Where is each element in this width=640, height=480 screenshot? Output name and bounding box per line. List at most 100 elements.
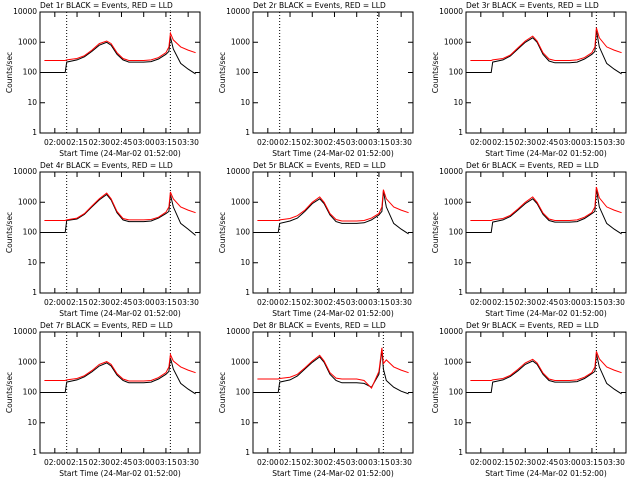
x-tick-label: 03:00 — [133, 458, 155, 467]
series-line — [470, 351, 622, 381]
x-axis-label: Start Time (24-Mar-02 01:52:00) — [485, 309, 607, 318]
x-tick-label: 03:15 — [581, 298, 603, 307]
x-axis-label: Start Time (24-Mar-02 01:52:00) — [59, 309, 181, 318]
plot-frame — [39, 11, 201, 134]
x-axis-label: Start Time (24-Mar-02 01:52:00) — [272, 309, 394, 318]
x-axis-label: Start Time (24-Mar-02 01:52:00) — [272, 149, 394, 158]
y-tick-label: 10000 — [13, 327, 37, 336]
y-axis-label: Counts/sec — [431, 372, 440, 413]
x-tick-label: 03:30 — [390, 458, 412, 467]
x-tick-label: 03:00 — [346, 138, 368, 147]
x-tick-label: 02:45 — [537, 138, 559, 147]
y-tick-label: 100 — [449, 388, 464, 397]
series-line — [257, 350, 409, 395]
x-tick-label: 03:00 — [559, 458, 581, 467]
x-tick-label: 03:00 — [559, 138, 581, 147]
y-axis-label: Counts/sec — [431, 52, 440, 93]
y-tick-label: 10 — [453, 418, 463, 427]
y-tick-label: 10000 — [13, 7, 37, 16]
x-tick-label: 03:30 — [603, 458, 625, 467]
y-tick-label: 100 — [23, 388, 38, 397]
x-tick-label: 02:30 — [301, 458, 323, 467]
x-tick-label: 02:45 — [537, 298, 559, 307]
y-tick-label: 1 — [245, 288, 250, 297]
y-tick-label: 1 — [458, 288, 463, 297]
chart-title: Det 2r BLACK = Events, RED = LLD — [253, 1, 386, 10]
y-tick-label: 100 — [23, 68, 38, 77]
plot-frame — [252, 11, 414, 134]
x-axis-label: Start Time (24-Mar-02 01:52:00) — [272, 469, 394, 478]
y-tick-label: 10000 — [439, 7, 463, 16]
x-tick-label: 02:15 — [66, 138, 88, 147]
x-tick-label: 03:00 — [133, 138, 155, 147]
y-axis-label: Counts/sec — [218, 212, 227, 253]
x-tick-label: 02:45 — [324, 458, 346, 467]
y-axis-label: Counts/sec — [218, 372, 227, 413]
chart-title: Det 9r BLACK = Events, RED = LLD — [466, 321, 599, 330]
y-tick-label: 1000 — [231, 37, 250, 46]
x-tick-label: 02:00 — [44, 458, 66, 467]
series-line — [470, 30, 622, 75]
y-tick-label: 10 — [453, 98, 463, 107]
y-tick-label: 1 — [245, 128, 250, 137]
y-tick-label: 10 — [27, 418, 37, 427]
y-tick-label: 1000 — [231, 197, 250, 206]
chart-title: Det 5r BLACK = Events, RED = LLD — [253, 161, 386, 170]
y-tick-label: 10000 — [226, 7, 250, 16]
y-tick-label: 10 — [240, 98, 250, 107]
y-axis-label: Counts/sec — [431, 212, 440, 253]
x-tick-label: 02:15 — [492, 298, 514, 307]
series-line — [44, 357, 196, 395]
series-line — [470, 27, 622, 61]
x-tick-label: 02:30 — [88, 138, 110, 147]
series-line — [44, 193, 196, 236]
y-tick-label: 10000 — [226, 167, 250, 176]
x-tick-label: 03:30 — [603, 138, 625, 147]
x-tick-label: 02:00 — [257, 298, 279, 307]
x-tick-label: 03:30 — [177, 298, 199, 307]
x-tick-label: 02:00 — [470, 458, 492, 467]
y-tick-label: 1 — [32, 288, 37, 297]
y-tick-label: 100 — [236, 68, 251, 77]
plot-frame — [39, 171, 201, 294]
x-tick-label: 03:00 — [559, 298, 581, 307]
x-tick-label: 03:30 — [390, 298, 412, 307]
y-tick-label: 10000 — [439, 327, 463, 336]
x-tick-label: 02:15 — [279, 458, 301, 467]
chart-title: Det 4r BLACK = Events, RED = LLD — [40, 161, 173, 170]
x-tick-label: 03:15 — [155, 458, 177, 467]
x-tick-label: 02:15 — [492, 138, 514, 147]
x-axis-label: Start Time (24-Mar-02 01:52:00) — [485, 469, 607, 478]
y-tick-label: 1000 — [444, 197, 463, 206]
series-line — [257, 189, 409, 222]
x-tick-label: 03:00 — [133, 298, 155, 307]
series-line — [44, 31, 196, 61]
chart-title: Det 8r BLACK = Events, RED = LLD — [253, 321, 386, 330]
y-tick-label: 10 — [27, 98, 37, 107]
x-tick-label: 02:45 — [324, 298, 346, 307]
x-tick-label: 02:30 — [88, 458, 110, 467]
chart-title: Det 3r BLACK = Events, RED = LLD — [466, 1, 599, 10]
y-tick-label: 10000 — [439, 167, 463, 176]
y-axis-label: Counts/sec — [5, 212, 14, 253]
y-tick-label: 100 — [236, 388, 251, 397]
y-tick-label: 1000 — [231, 357, 250, 366]
y-tick-label: 1000 — [18, 357, 37, 366]
x-tick-label: 03:30 — [177, 138, 199, 147]
x-tick-label: 02:30 — [514, 298, 536, 307]
x-tick-label: 02:00 — [257, 138, 279, 147]
y-tick-label: 1 — [32, 448, 37, 457]
plot-frame — [465, 331, 627, 454]
x-tick-label: 02:30 — [514, 138, 536, 147]
x-axis-label: Start Time (24-Mar-02 01:52:00) — [485, 149, 607, 158]
y-tick-label: 1 — [458, 448, 463, 457]
plot-frame — [252, 171, 414, 294]
x-tick-label: 02:30 — [88, 298, 110, 307]
x-axis-label: Start Time (24-Mar-02 01:52:00) — [59, 149, 181, 158]
y-axis-label: Counts/sec — [5, 52, 14, 93]
chart-title: Det 1r BLACK = Events, RED = LLD — [40, 1, 173, 10]
series-line — [44, 36, 196, 75]
y-tick-label: 1 — [458, 128, 463, 137]
x-tick-label: 02:00 — [44, 298, 66, 307]
